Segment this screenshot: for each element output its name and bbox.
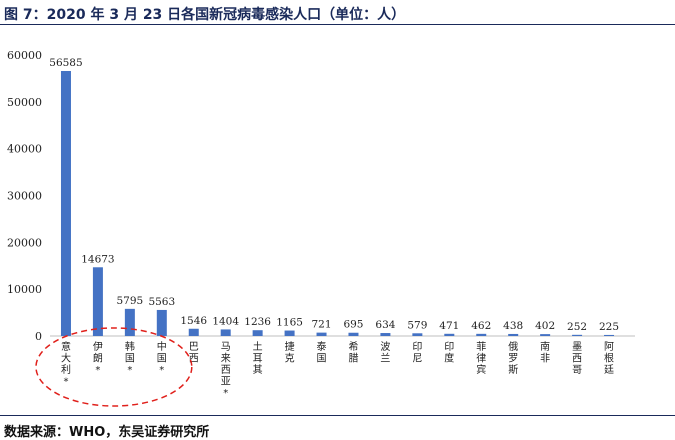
bar xyxy=(380,333,391,336)
bar xyxy=(124,308,135,336)
bar xyxy=(476,333,487,336)
figure-title: 图 7：2020 年 3 月 23 日各国新冠病毒感染人口（单位：人） xyxy=(4,7,406,23)
category-label: 希腊 xyxy=(348,340,358,365)
data-label: 402 xyxy=(535,320,555,332)
category-label: 中国* xyxy=(157,340,167,376)
data-label: 5795 xyxy=(116,295,143,307)
data-label: 721 xyxy=(312,319,332,331)
category-label: 墨西哥 xyxy=(572,341,582,376)
category-label: 泰国 xyxy=(317,340,327,365)
y-tick-label: 0 xyxy=(35,330,42,343)
y-tick-label: 40000 xyxy=(7,143,42,156)
source-rule xyxy=(0,415,675,416)
data-label: 1165 xyxy=(276,317,303,329)
category-label: 印度 xyxy=(444,341,454,365)
bar xyxy=(188,328,199,336)
bar-chart: 0 10000 20000 30000 40000 50000 60000 56585 意大利*… xyxy=(7,49,635,407)
data-label: 471 xyxy=(439,320,459,332)
title-rule xyxy=(0,24,675,25)
bar xyxy=(156,309,167,336)
category-label: 波兰 xyxy=(380,340,390,365)
y-tick-label: 20000 xyxy=(7,236,42,249)
y-tick-label: 30000 xyxy=(7,190,42,203)
y-tick-label: 10000 xyxy=(7,283,42,296)
data-label: 1404 xyxy=(212,315,239,327)
category-label: 韩国* xyxy=(125,340,135,376)
data-label: 695 xyxy=(343,319,363,331)
bar xyxy=(348,332,359,336)
source-note: 数据来源：WHO，东吴证券研究所 xyxy=(4,425,210,440)
category-label: 菲律宾 xyxy=(476,341,486,376)
data-label: 579 xyxy=(407,319,427,331)
data-label: 438 xyxy=(503,320,523,332)
bar xyxy=(444,333,455,336)
data-label: 5563 xyxy=(148,296,175,308)
category-label: 意大利* xyxy=(61,340,71,388)
category-label: 南非 xyxy=(540,340,550,365)
category-label: 阿根廷 xyxy=(604,341,614,376)
category-label: 土耳其 xyxy=(253,340,263,376)
bar xyxy=(252,330,263,336)
bar xyxy=(60,70,71,336)
data-label: 225 xyxy=(599,321,619,333)
category-label: 马来西亚* xyxy=(221,341,231,399)
data-label: 1236 xyxy=(244,316,271,328)
data-label: 56585 xyxy=(49,57,82,69)
y-tick-label: 50000 xyxy=(7,96,42,109)
category-label: 巴西 xyxy=(189,341,199,365)
category-label: 伊朗* xyxy=(93,341,103,376)
data-label: 1546 xyxy=(180,315,207,327)
highlight-ellipse xyxy=(35,327,193,407)
bar xyxy=(316,332,327,336)
bar xyxy=(572,334,583,336)
data-label: 252 xyxy=(567,321,587,333)
category-label: 俄罗斯 xyxy=(508,341,518,376)
bar xyxy=(284,330,295,336)
category-label: 捷克 xyxy=(285,340,295,365)
bar xyxy=(92,267,103,336)
bar xyxy=(604,334,615,336)
bar xyxy=(220,329,231,336)
data-label: 14673 xyxy=(81,253,114,265)
bar xyxy=(540,334,551,336)
bar xyxy=(508,333,519,336)
bar xyxy=(412,333,423,336)
data-label: 462 xyxy=(471,320,491,332)
data-label: 634 xyxy=(375,319,395,331)
y-tick-label: 60000 xyxy=(7,49,42,62)
category-label: 印尼 xyxy=(412,341,422,365)
